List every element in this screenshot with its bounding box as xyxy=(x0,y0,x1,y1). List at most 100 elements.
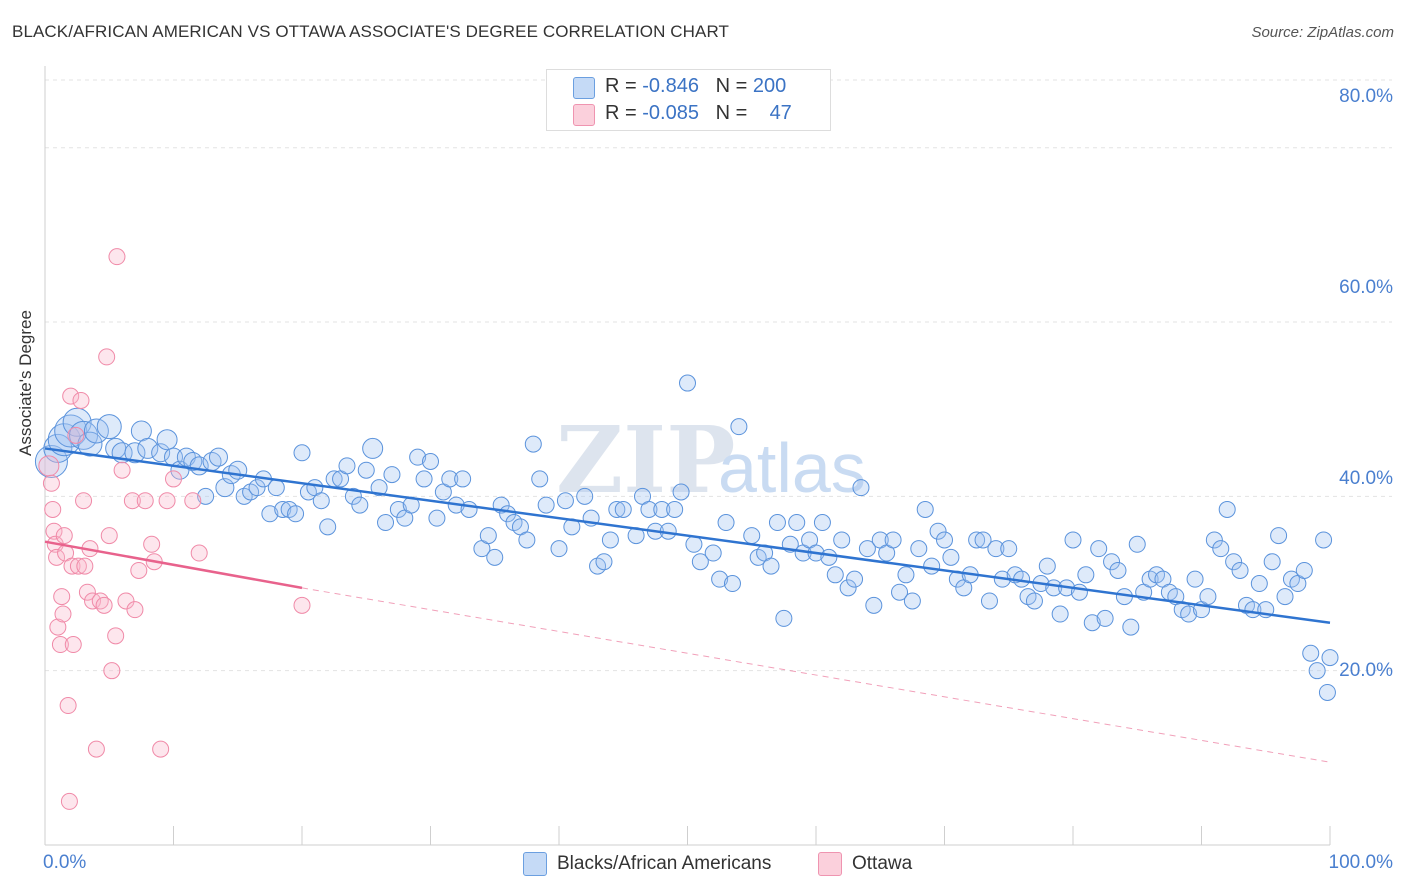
pink-point xyxy=(100,527,118,545)
blue-point xyxy=(518,531,536,549)
blue-point xyxy=(34,445,68,478)
blue-point xyxy=(813,514,831,532)
pink-swatch xyxy=(573,104,595,126)
x-tick-label-max: 100.0% xyxy=(1328,852,1393,873)
r-value: -0.085 xyxy=(642,102,699,124)
r-label: R = xyxy=(605,102,643,124)
pink-point xyxy=(293,596,311,614)
pink-point xyxy=(49,618,67,636)
blue-point xyxy=(691,553,709,571)
blue-point xyxy=(1128,535,1146,553)
blue-point xyxy=(1295,561,1313,579)
y-tick-label-60: 60.0% xyxy=(1339,277,1393,298)
y-tick-label-80: 80.0% xyxy=(1339,86,1393,107)
pink-point xyxy=(113,461,131,479)
blue-point xyxy=(1025,592,1043,610)
y-tick-label-20: 20.0% xyxy=(1339,660,1393,681)
blue-point xyxy=(1270,527,1288,545)
blue-point xyxy=(1250,575,1268,593)
blue-point xyxy=(1276,588,1294,606)
chart-title: BLACK/AFRICAN AMERICAN VS OTTAWA ASSOCIA… xyxy=(12,22,730,41)
pink-point xyxy=(45,522,63,540)
blue-point xyxy=(608,500,626,518)
blue-point xyxy=(96,414,122,440)
pink-point xyxy=(123,492,141,510)
blue-point xyxy=(910,540,928,558)
pink-point xyxy=(184,492,202,510)
blue-point xyxy=(556,492,574,510)
blue-point xyxy=(524,435,542,453)
pink-point xyxy=(126,601,144,619)
pink-point xyxy=(55,527,73,545)
blue-point xyxy=(156,429,178,451)
blue-point xyxy=(916,500,934,518)
r-value: -0.846 xyxy=(642,75,699,97)
blue-point xyxy=(550,540,568,558)
blue-point xyxy=(601,531,619,549)
blue-point xyxy=(1109,561,1127,579)
pink-point xyxy=(130,561,148,579)
blue-point xyxy=(762,557,780,575)
blue-point xyxy=(685,535,703,553)
pink-point xyxy=(165,470,182,488)
blue-point xyxy=(595,553,613,571)
blue-point xyxy=(357,461,375,479)
blue-point xyxy=(1302,644,1320,662)
blue-point xyxy=(1231,561,1249,579)
blue-point xyxy=(267,479,285,497)
pink-trend-line xyxy=(44,540,303,590)
blue-point xyxy=(891,583,909,601)
blue-point xyxy=(383,466,401,484)
pink-point xyxy=(38,455,60,477)
pink-point xyxy=(158,492,176,510)
blue-point xyxy=(576,487,594,505)
blue-point xyxy=(1064,531,1082,549)
n-label: N = xyxy=(715,75,753,97)
blue-point xyxy=(537,496,555,514)
blue-point xyxy=(1077,566,1095,584)
blue-point xyxy=(679,374,696,392)
blue-point xyxy=(1315,531,1333,549)
pink-point xyxy=(78,583,96,601)
pink-point xyxy=(54,605,72,623)
blue-point xyxy=(248,479,266,497)
blue-point xyxy=(1122,618,1140,636)
blue-point xyxy=(197,487,215,505)
pink-point xyxy=(59,697,77,715)
blue-point xyxy=(1038,557,1056,575)
blue-point xyxy=(865,596,883,614)
blue-point xyxy=(370,479,388,497)
blue-point xyxy=(1070,583,1088,601)
blue-point xyxy=(884,531,902,549)
blue-swatch xyxy=(523,852,547,876)
pink-point xyxy=(67,426,85,444)
blue-point xyxy=(903,592,921,610)
blue-point xyxy=(531,470,549,488)
blue-point xyxy=(77,431,103,457)
blue-point xyxy=(479,527,497,545)
blue-point xyxy=(1321,649,1339,667)
blue-point xyxy=(833,531,851,549)
blue-point xyxy=(261,505,279,523)
pink-point xyxy=(64,636,82,654)
pink-point xyxy=(143,535,161,553)
blue-trend-line xyxy=(44,447,1331,624)
blue-point xyxy=(1218,500,1236,518)
blue-point xyxy=(124,442,146,464)
r-label: R = xyxy=(605,75,643,97)
pink-point xyxy=(98,348,116,366)
blue-point xyxy=(338,457,356,475)
blue-point xyxy=(704,544,722,562)
legend-label-ottawa: Ottawa xyxy=(852,853,913,874)
pink-point xyxy=(87,740,105,758)
pink-point xyxy=(42,474,60,492)
pink-point xyxy=(117,592,135,610)
y-axis-label: Associate's Degree xyxy=(16,310,35,456)
watermark-zip: ZIP xyxy=(556,406,735,514)
pink-point xyxy=(48,548,66,566)
pink-point xyxy=(75,492,93,510)
blue-point xyxy=(460,500,478,518)
blue-point xyxy=(441,470,459,488)
pink-point xyxy=(60,792,78,810)
blue-point xyxy=(274,500,292,518)
